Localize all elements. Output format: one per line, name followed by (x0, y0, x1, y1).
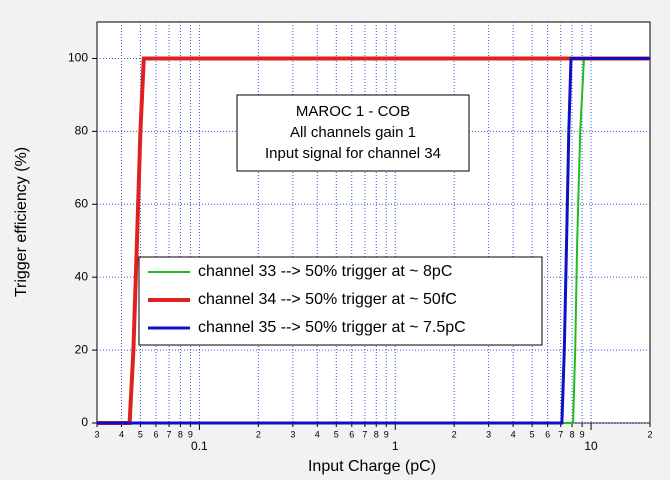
y-tick-label: 40 (75, 269, 89, 283)
x-tick-label: 3 (486, 429, 491, 439)
y-tick-label: 100 (68, 51, 88, 65)
x-tick-label: 8 (178, 429, 183, 439)
x-tick-label: 5 (334, 429, 339, 439)
x-tick-label: 7 (558, 429, 563, 439)
y-tick-label: 80 (75, 124, 89, 138)
x-tick-label: 6 (153, 429, 158, 439)
annotation-box (236, 94, 470, 172)
x-tick-label: 5 (138, 429, 143, 439)
x-tick-label: 6 (349, 429, 354, 439)
y-tick-label: 60 (75, 196, 89, 210)
y-tick-label: 20 (75, 342, 89, 356)
x-tick-label: 5 (530, 429, 535, 439)
x-tick-label: 2 (256, 429, 261, 439)
annotation-text: Input signal for channel 34 (265, 145, 441, 162)
x-tick-label: 3 (94, 429, 99, 439)
annotation-text: All channels gain 1 (290, 124, 416, 141)
x-tick-label: 7 (167, 429, 172, 439)
x-tick-label: 10 (584, 439, 598, 453)
series-line (97, 57, 650, 425)
x-tick-label: 9 (188, 429, 193, 439)
x-tick-label: 9 (384, 429, 389, 439)
x-tick-label: 7 (362, 429, 367, 439)
legend-label: channel 34 --> 50% trigger at ~ 50fC (198, 291, 457, 308)
x-tick-label: 9 (580, 429, 585, 439)
y-axis-label: Trigger efficiency (%) (13, 147, 30, 297)
x-tick-label: 8 (570, 429, 575, 439)
y-tick-label: 0 (81, 415, 88, 429)
x-axis-label: Input Charge (pC) (308, 458, 436, 475)
x-tick-label: 2 (452, 429, 457, 439)
x-tick-label: 6 (545, 429, 550, 439)
x-tick-label: 4 (315, 429, 320, 439)
x-tick-label: 3 (290, 429, 295, 439)
x-tick-label: 1 (392, 439, 399, 453)
plot-area (96, 21, 651, 424)
x-tick-label: 4 (119, 429, 124, 439)
x-tick-label: 8 (374, 429, 379, 439)
x-tick-label: 4 (511, 429, 516, 439)
annotation-text: MAROC 1 - COB (296, 103, 410, 120)
x-tick-label: 0.1 (191, 439, 208, 453)
x-tick-label: 2 (647, 429, 652, 439)
legend-label: channel 35 --> 50% trigger at ~ 7.5pC (198, 319, 466, 336)
legend-label: channel 33 --> 50% trigger at ~ 8pC (198, 263, 452, 280)
legend-box (138, 256, 543, 346)
